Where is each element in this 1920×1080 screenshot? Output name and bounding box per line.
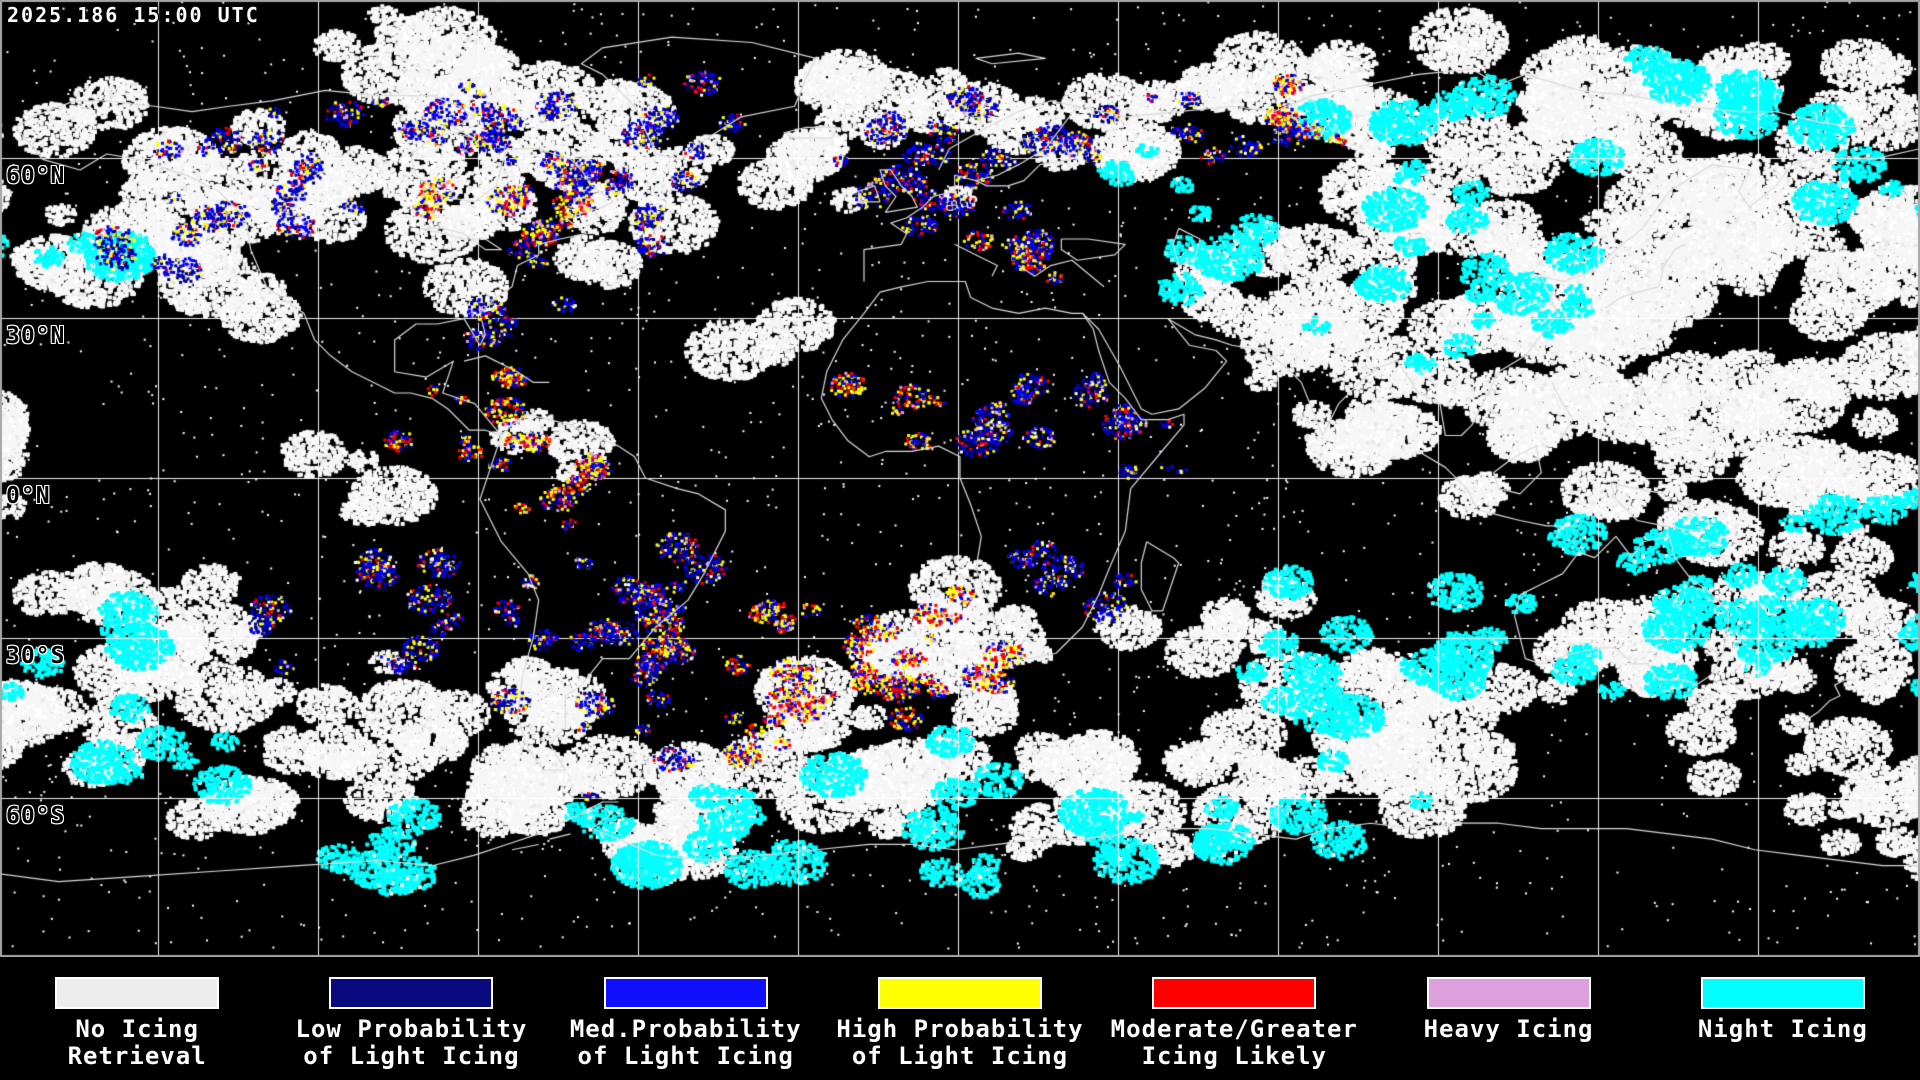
latitude-label: 30°S: [6, 643, 66, 669]
latitude-label: 60°N: [6, 163, 66, 189]
legend-swatch-night-icing: [1700, 977, 1865, 1009]
legend-item-low-probability: Low Probability of Light Icing: [274, 957, 548, 1070]
legend-swatch-high-probability: [877, 977, 1042, 1009]
legend-item-moderate-greater: Moderate/Greater Icing Likely: [1097, 957, 1371, 1070]
legend-label-heavy-icing: Heavy Icing: [1424, 1016, 1594, 1043]
legend-label-line: of Light Icing: [851, 1042, 1069, 1070]
legend-label-line: High Probability: [836, 1015, 1084, 1043]
timestamp: 2025.186 15:00 UTC: [7, 3, 260, 27]
legend-swatch-low-probability: [329, 977, 494, 1009]
legend-item-heavy-icing: Heavy Icing: [1371, 957, 1645, 1043]
legend-label-line: Med.Probability: [569, 1015, 802, 1043]
legend-swatch-med-probability: [603, 977, 768, 1009]
legend-label-line: Night Icing: [1697, 1015, 1868, 1043]
legend-swatch-no-icing: [55, 977, 220, 1009]
legend-label-line: Retrieval: [67, 1042, 207, 1070]
legend-item-med-probability: Med.Probability of Light Icing: [549, 957, 823, 1070]
map-area: 2025.186 15:00 UTC 60°N 30°N 0°N 30°S 60°S: [0, 0, 1920, 957]
legend: No Icing Retrieval Low Probability of Ligh…: [0, 957, 1920, 1080]
legend-label-high-probability: High Probability of Light Icing: [836, 1016, 1083, 1070]
legend-label-no-icing: No Icing Retrieval: [68, 1016, 207, 1070]
legend-label-line: Moderate/Greater: [1110, 1015, 1358, 1043]
legend-label-med-probability: Med.Probability of Light Icing: [570, 1016, 802, 1070]
legend-label-line: Low Probability: [295, 1015, 528, 1043]
legend-label-moderate-greater: Moderate/Greater Icing Likely: [1111, 1016, 1358, 1070]
legend-label-low-probability: Low Probability of Light Icing: [296, 1016, 528, 1070]
legend-label-night-icing: Night Icing: [1698, 1016, 1868, 1043]
legend-label-line: Heavy Icing: [1423, 1015, 1594, 1043]
legend-label-line: Icing Likely: [1141, 1042, 1327, 1070]
legend-label-line: No Icing: [75, 1015, 199, 1043]
legend-swatch-heavy-icing: [1426, 977, 1591, 1009]
legend-swatch-moderate-greater: [1152, 977, 1317, 1009]
latitude-label: 60°S: [6, 803, 66, 829]
latitude-label: 30°N: [6, 323, 66, 349]
legend-item-night-icing: Night Icing: [1646, 957, 1920, 1043]
world-icing-map-canvas: [0, 0, 1920, 957]
legend-item-high-probability: High Probability of Light Icing: [823, 957, 1097, 1070]
legend-item-no-icing: No Icing Retrieval: [0, 957, 274, 1070]
legend-label-line: of Light Icing: [577, 1042, 794, 1070]
legend-label-line: of Light Icing: [303, 1042, 520, 1070]
latitude-label: 0°N: [6, 483, 51, 509]
